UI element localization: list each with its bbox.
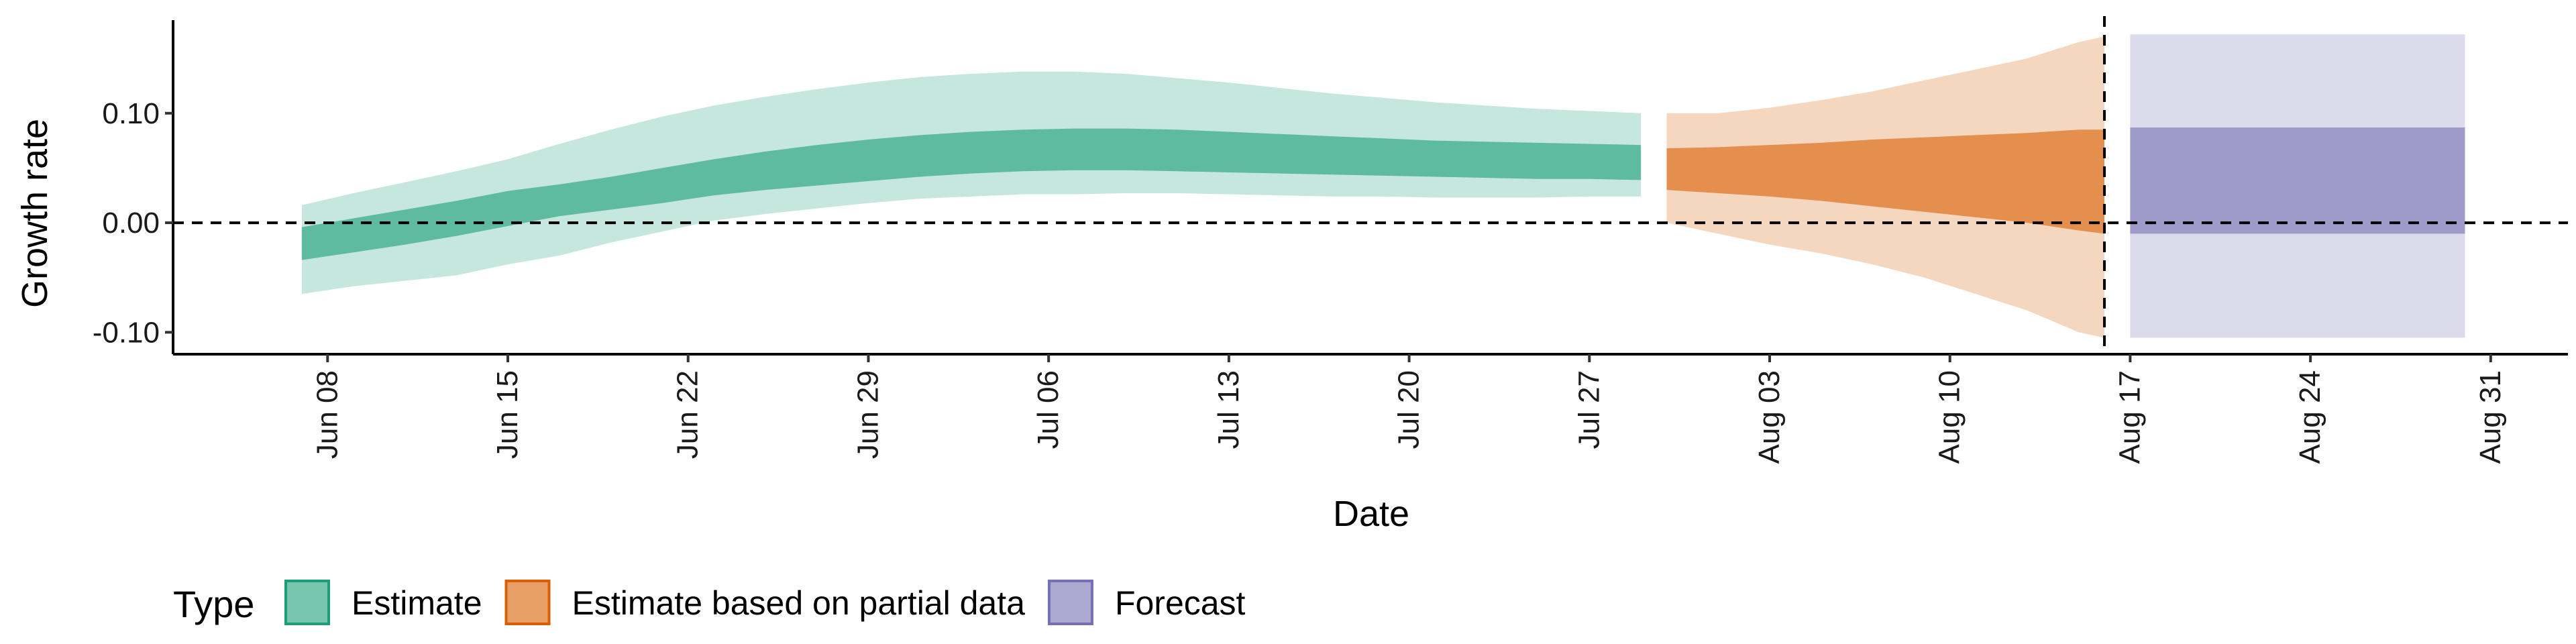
legend-item-estimate-based-on-partial-data: Estimate based on partial data bbox=[504, 580, 1026, 625]
x-tick-label: Jul 20 bbox=[1393, 370, 1426, 449]
reference-lines bbox=[173, 16, 2568, 354]
legend-item-forecast: Forecast bbox=[1047, 580, 1246, 625]
estimate-inner-band bbox=[301, 128, 1642, 260]
x-tick-label: Aug 24 bbox=[2294, 370, 2326, 464]
y-tick-label: 0.00 bbox=[102, 207, 160, 239]
estimate-based-on-partial-data-inner-band bbox=[1666, 129, 2104, 234]
legend-label: Estimate bbox=[352, 584, 482, 622]
x-tick-label: Jun 15 bbox=[491, 370, 524, 459]
legend-item-estimate: Estimate bbox=[284, 580, 482, 625]
legend-swatch bbox=[284, 580, 330, 625]
x-tick-label: Jul 27 bbox=[1572, 370, 1605, 449]
legend: Type Estimate Estimate based on partial d… bbox=[173, 580, 1246, 625]
legend-swatch bbox=[504, 580, 551, 625]
legend-title: Type bbox=[173, 583, 254, 625]
x-tick-label: Jun 22 bbox=[672, 370, 704, 459]
ribbons-layer bbox=[301, 34, 2465, 338]
x-tick-label: Jul 06 bbox=[1032, 370, 1065, 449]
x-tick-label: Aug 17 bbox=[2113, 370, 2146, 464]
axes bbox=[172, 20, 2568, 356]
y-tick-label: -0.10 bbox=[93, 316, 160, 349]
x-axis-title: Date bbox=[1333, 494, 1409, 534]
x-tick-label: Aug 31 bbox=[2474, 370, 2507, 464]
y-axis-title: Growth rate bbox=[15, 119, 55, 308]
x-tick-label: Jul 13 bbox=[1212, 370, 1245, 449]
legend-label: Estimate based on partial data bbox=[572, 584, 1026, 622]
x-tick-label: Jun 08 bbox=[311, 370, 343, 459]
x-tick-label: Aug 03 bbox=[1753, 370, 1786, 464]
x-tick-label: Aug 10 bbox=[1933, 370, 1966, 464]
forecast-inner-band bbox=[2130, 127, 2465, 234]
x-tick-label: Jun 29 bbox=[851, 370, 884, 459]
tick-labels: -0.10 0.00 0.10 Jun 08 Jun 15 Jun 22 Jun 29 Jul… bbox=[93, 97, 2507, 464]
legend-swatch bbox=[1047, 580, 1093, 625]
estimate-outer-band bbox=[301, 71, 1642, 294]
legend-label: Forecast bbox=[1115, 584, 1246, 622]
y-tick-label: 0.10 bbox=[102, 97, 160, 130]
